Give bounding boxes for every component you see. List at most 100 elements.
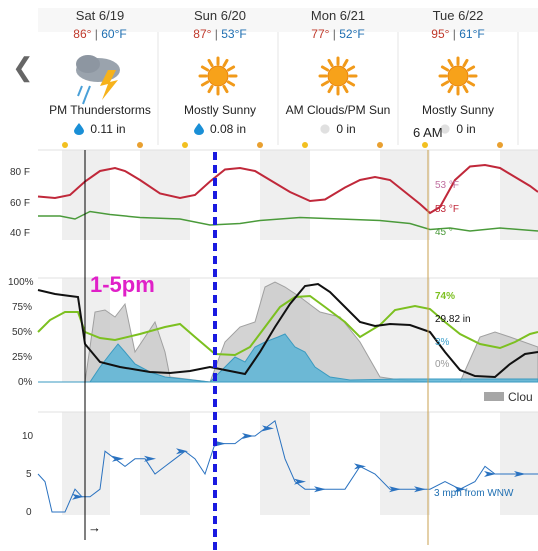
sun-ray	[320, 80, 330, 87]
sun-ray	[466, 80, 476, 87]
dew-point-line	[38, 210, 538, 232]
sun-marker	[422, 142, 428, 148]
day-column-tue[interactable]: Tue 6/22 95° | 61°F Mostly Sunny 0 in	[398, 8, 518, 136]
humidity-axis-tick: 0%	[18, 377, 33, 388]
humidity-readout: 74%	[435, 291, 456, 302]
day-date: Tue 6/22	[432, 8, 484, 23]
day-column-sun[interactable]: Sun 6/20 87° | 53°F Mostly Sunny 0.08 in	[160, 8, 280, 136]
sun-ray	[320, 65, 330, 72]
gray-drop-icon	[440, 124, 450, 134]
humidity-axis-tick: 25%	[12, 352, 33, 363]
humidity-axis-tick: 75%	[12, 302, 33, 313]
feels-like-readout: 53 °F	[435, 180, 460, 191]
day-column-mon[interactable]: Mon 6/21 77° | 52°F AM Clouds/PM Sun 0 i…	[278, 8, 398, 136]
temp-axis-tick: 80 F	[10, 167, 31, 178]
day-precip: 0.08 in	[160, 122, 280, 136]
blue-drop-icon	[193, 123, 204, 135]
cloud-cover-readout: 0%	[435, 359, 450, 370]
wind-direction-arrow	[354, 463, 366, 470]
humidity-axis-tick: 100%	[8, 277, 34, 288]
night-band	[380, 150, 430, 240]
sun-marker	[62, 142, 68, 148]
cloud-legend[interactable]: Clou	[484, 390, 533, 404]
sun-ray	[346, 65, 356, 72]
night-band	[62, 412, 110, 515]
day-condition: Mostly Sunny	[421, 103, 495, 117]
sun-ray	[226, 65, 236, 72]
night-band	[380, 412, 430, 515]
sun-ray	[440, 80, 450, 87]
wind-direction-arrow	[514, 471, 526, 477]
day-temps: 87° | 53°F	[193, 27, 247, 41]
pressure-line	[37, 282, 538, 379]
sun-icon	[207, 65, 229, 87]
sun-ray	[226, 80, 236, 87]
sun-ray	[342, 84, 349, 94]
temperature-readout: 53 °F	[435, 204, 460, 215]
wind-axis-tick: 0	[26, 507, 32, 518]
wind-direction-arrow	[112, 455, 124, 462]
cloud-legend-swatch	[484, 392, 504, 401]
sun-ray	[207, 58, 214, 68]
rain-drops	[77, 85, 91, 105]
temp-axis-tick: 60 F	[10, 198, 31, 209]
sun-ray	[346, 80, 356, 87]
humidity-axis-tick: 50%	[12, 327, 33, 338]
sun-ray	[200, 65, 210, 72]
day-date: Mon 6/21	[310, 8, 366, 23]
sun-ray	[462, 84, 469, 94]
sun-marker	[377, 142, 383, 148]
precip-chance-readout: 3%	[435, 337, 450, 348]
pressure-readout: 29.82 in	[435, 314, 471, 325]
temperature-line	[37, 163, 538, 215]
sun-ray	[462, 58, 469, 68]
wind-axis-tick: 10	[22, 431, 34, 442]
sun-marker	[302, 142, 308, 148]
wind-axis-tick: 5	[26, 469, 32, 480]
day-condition: Mostly Sunny	[183, 103, 257, 117]
night-band	[500, 150, 538, 240]
night-band	[500, 412, 538, 515]
sun-ray	[200, 80, 210, 87]
wind-direction-arrow	[454, 486, 466, 493]
lightning-bolt	[100, 70, 118, 100]
wind-direction-arrow	[294, 478, 306, 485]
cursor-time-label: 6 AM	[413, 125, 443, 140]
wind-direction-arrow	[72, 493, 84, 500]
day-temps: 95° | 61°F	[431, 27, 485, 41]
temp-axis-tick: 40 F	[10, 228, 31, 239]
day-condition: PM Thunderstorms	[49, 103, 151, 117]
sun-ray	[327, 84, 334, 94]
day-precip: 0 in	[278, 122, 398, 136]
header-strip	[38, 8, 538, 32]
sun-ray	[447, 84, 454, 94]
wind-direction-arrow	[242, 433, 254, 439]
day-precip: 0 in	[398, 122, 518, 136]
day-temps: 77° | 52°F	[311, 27, 365, 41]
sun-marker	[137, 142, 143, 148]
gray-drop-icon	[320, 124, 330, 134]
day-date: Sun 6/20	[193, 8, 247, 23]
wind-direction-arrow	[484, 471, 496, 477]
chevron-left-icon[interactable]: ❮	[12, 52, 34, 82]
sun-ray	[207, 84, 214, 94]
sun-ray	[440, 65, 450, 72]
sun-ray	[466, 65, 476, 72]
cloud-legend-label: Clou	[508, 390, 533, 404]
wind-direction-arrow	[314, 486, 326, 493]
wind-direction-arrow	[389, 486, 401, 493]
right-arrow-icon: →	[88, 520, 101, 535]
dew-point-readout: 45 °	[435, 227, 453, 238]
day-column-sat[interactable]: Sat 6/19 86° | 60°F PM Thunderstorms 0.1…	[40, 8, 160, 136]
sun-ray	[327, 58, 334, 68]
day-condition: AM Clouds/PM Sun	[285, 103, 391, 117]
day-date: Sat 6/19	[75, 8, 125, 23]
blue-drop-icon	[74, 123, 85, 135]
sun-ray	[342, 58, 349, 68]
sun-ray	[447, 58, 454, 68]
sun-marker	[497, 142, 503, 148]
sun-marker	[182, 142, 188, 148]
precip-chance-area	[38, 333, 538, 383]
